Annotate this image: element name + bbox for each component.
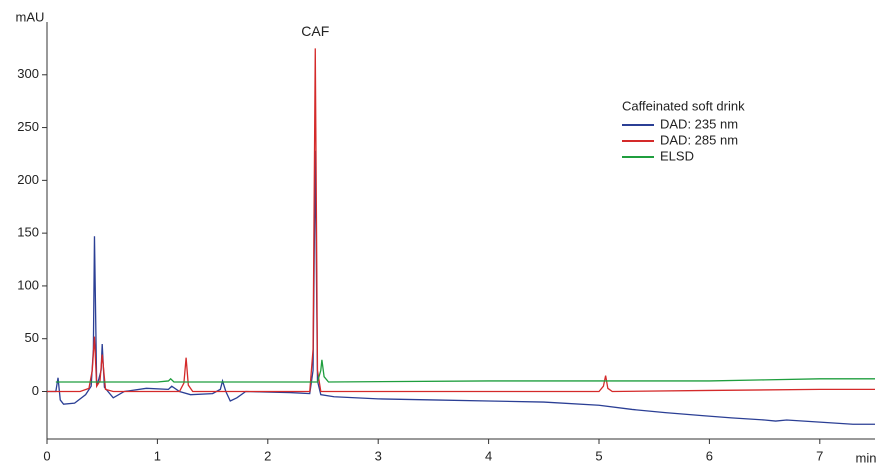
legend-title: Caffeinated soft drink bbox=[622, 98, 745, 113]
y-tick-label: 100 bbox=[17, 277, 39, 292]
x-tick-label: 1 bbox=[154, 448, 161, 463]
y-tick-label: 50 bbox=[25, 330, 39, 345]
y-tick-label: 0 bbox=[32, 383, 39, 398]
series-line bbox=[55, 359, 875, 383]
legend-label: DAD: 285 nm bbox=[660, 132, 738, 147]
y-tick-label: 200 bbox=[17, 172, 39, 187]
series-line bbox=[47, 48, 875, 393]
x-tick-label: 2 bbox=[264, 448, 271, 463]
x-tick-label: 0 bbox=[43, 448, 50, 463]
x-tick-label: 5 bbox=[595, 448, 602, 463]
y-tick-label: 150 bbox=[17, 225, 39, 240]
x-tick-label: 7 bbox=[816, 448, 823, 463]
x-tick-label: 3 bbox=[375, 448, 382, 463]
series-line bbox=[47, 150, 875, 425]
x-tick-label: 4 bbox=[485, 448, 492, 463]
y-tick-label: 250 bbox=[17, 119, 39, 134]
y-axis-label: mAU bbox=[16, 9, 45, 24]
peak-annotation: CAF bbox=[301, 23, 329, 39]
legend-label: DAD: 235 nm bbox=[660, 116, 738, 131]
x-axis-label: min bbox=[856, 450, 877, 465]
x-tick-label: 6 bbox=[706, 448, 713, 463]
legend-label: ELSD bbox=[660, 148, 694, 163]
y-tick-label: 300 bbox=[17, 66, 39, 81]
